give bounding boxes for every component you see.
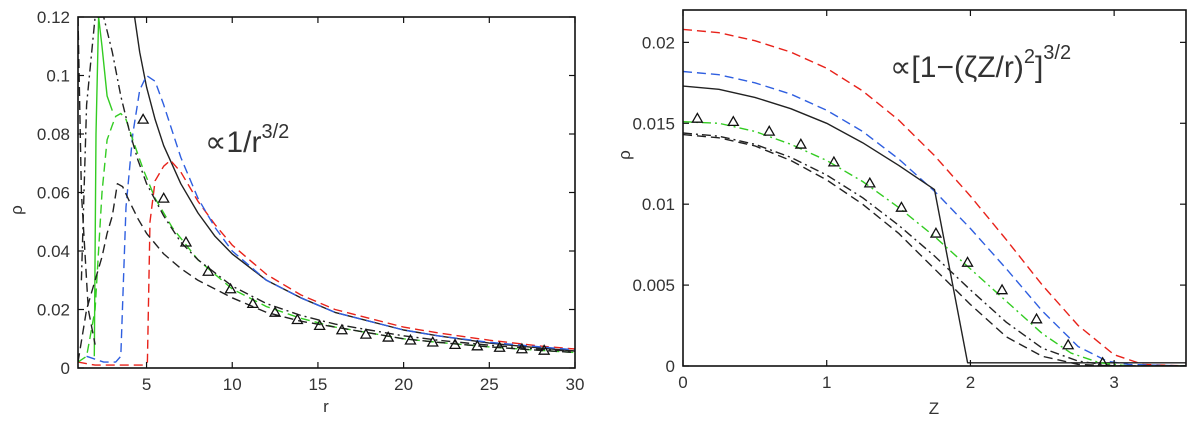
left-chart-xlabel: r <box>323 397 329 416</box>
left-chart-marker-point <box>224 282 237 294</box>
right-chart-annotation-close: ] <box>1035 51 1043 84</box>
right-chart-annotation-sup2: 3/2 <box>1043 42 1071 64</box>
right-chart-marker-point <box>1097 356 1109 366</box>
right-chart-marker-point <box>895 201 908 212</box>
right-chart-plot-layer <box>683 28 1186 366</box>
left-chart-ytick-label: 0.06 <box>37 184 70 203</box>
right-chart-frame <box>682 9 1187 367</box>
right-chart-annotation-sup1: 2 <box>1024 46 1035 68</box>
left-chart-xtick-label: 20 <box>394 375 413 394</box>
right-chart-series-line-1 <box>683 70 1186 366</box>
right-chart-marker-point <box>691 112 704 123</box>
right-chart-ylabel: ρ <box>615 150 634 160</box>
right-chart-xtick-label: 1 <box>822 373 831 392</box>
right-chart-marker-point <box>1030 312 1043 324</box>
left-chart-series-line-5 <box>78 183 575 363</box>
right-chart-series-line-3 <box>683 121 1186 366</box>
left-chart-plot-layer <box>78 17 575 366</box>
left-chart-marker-point <box>382 330 395 342</box>
left-chart-series-line-7 <box>78 17 96 345</box>
right-chart-ytick-label: 0.015 <box>632 114 675 133</box>
left-chart-annotation: ∝1/r3/2 <box>205 121 289 159</box>
left-chart-marker-point <box>137 113 150 124</box>
left-chart-annotation-sup: 3/2 <box>261 121 289 143</box>
left-chart-xtick-label: 25 <box>480 375 499 394</box>
right-chart-ytick-label: 0.005 <box>632 276 675 295</box>
right-chart-marker-point <box>794 137 807 149</box>
left-chart-marker-point <box>246 297 259 309</box>
left-chart-marker-point <box>202 265 215 276</box>
left-chart-marker-point <box>157 192 170 203</box>
left-chart-series-line-6 <box>80 17 575 352</box>
left-chart-ylabel: ρ <box>7 205 26 215</box>
right-chart-marker-point <box>727 115 740 127</box>
left-chart-marker-point <box>471 339 484 351</box>
right-chart-series-line-4 <box>683 132 1186 366</box>
right-chart-ytick-label: 0 <box>666 357 675 376</box>
right-chart-series-line-5 <box>683 133 1186 366</box>
left-chart-ytick-label: 0.02 <box>37 301 70 320</box>
left-chart-xtick-label: 30 <box>566 375 585 394</box>
left-chart-series-line-0 <box>133 17 575 352</box>
right-chart-marker-point <box>1062 338 1075 350</box>
left-chart-xtick-label: 5 <box>142 375 151 394</box>
left-chart-series-line-1 <box>78 159 575 366</box>
left-chart-xtick-label: 15 <box>308 375 327 394</box>
right-chart-marker-point <box>961 256 974 267</box>
left-chart-marker-point <box>313 319 326 330</box>
right-chart-ticks: 0 1 2 3 0 0.005 0.01 0.015 0.02 <box>632 10 1186 392</box>
left-chart-marker-point <box>538 344 551 355</box>
right-chart-xtick-label: 3 <box>1109 373 1118 392</box>
left-chart-ytick-label: 0.08 <box>37 125 70 144</box>
left-chart-marker-point <box>515 342 528 354</box>
left-chart-marker-point <box>426 335 439 347</box>
left-chart-ytick-label: 0.12 <box>37 8 70 27</box>
left-chart-marker-point <box>493 341 506 352</box>
left-chart-marker-point <box>335 323 349 335</box>
left-chart-xtick-label: 10 <box>223 375 242 394</box>
left-chart-ytick-label: 0 <box>61 359 70 378</box>
left-chart-ticks: 5 10 15 20 25 30 0 0.02 0.04 0.06 0.08 0.1 0.12 <box>37 8 585 394</box>
right-chart-xlabel: Z <box>929 399 939 418</box>
left-chart-ytick-label: 0.1 <box>46 67 70 86</box>
right-chart-marker-point <box>827 155 841 167</box>
left-chart-series-line-3 <box>78 112 575 363</box>
left-chart-marker-point <box>448 338 462 350</box>
left-chart-marker-point <box>179 235 193 247</box>
right-chart-annotation-main: ∝[1−(ζZ/r) <box>890 51 1024 84</box>
left-chart-series-line-2 <box>86 74 575 363</box>
right-chart-series-line-0 <box>683 28 1186 366</box>
left-chart-ytick-label: 0.04 <box>37 242 70 261</box>
left-chart-marker-point <box>359 328 373 339</box>
right-chart-ytick-label: 0.01 <box>642 195 675 214</box>
right-chart-xtick-label: 2 <box>966 373 975 392</box>
right-chart-marker-point <box>863 176 876 188</box>
left-chart-marker-point <box>268 306 282 317</box>
left-chart-series-line-4 <box>93 17 113 357</box>
left-chart-annotation-main: ∝1/r <box>205 126 261 159</box>
right-chart-marker-point <box>929 226 943 238</box>
right-chart-marker-point <box>995 283 1009 295</box>
right-chart-series-line-2 <box>683 85 1186 364</box>
left-chart-marker-point <box>404 333 417 345</box>
right-chart-marker-point <box>763 125 776 136</box>
right-chart-xtick-label: 0 <box>678 373 687 392</box>
left-chart-marker-point <box>291 313 304 325</box>
right-chart-annotation: ∝[1−(ζZ/r)2]3/2 <box>890 42 1071 84</box>
right-chart-ytick-label: 0.02 <box>642 33 675 52</box>
